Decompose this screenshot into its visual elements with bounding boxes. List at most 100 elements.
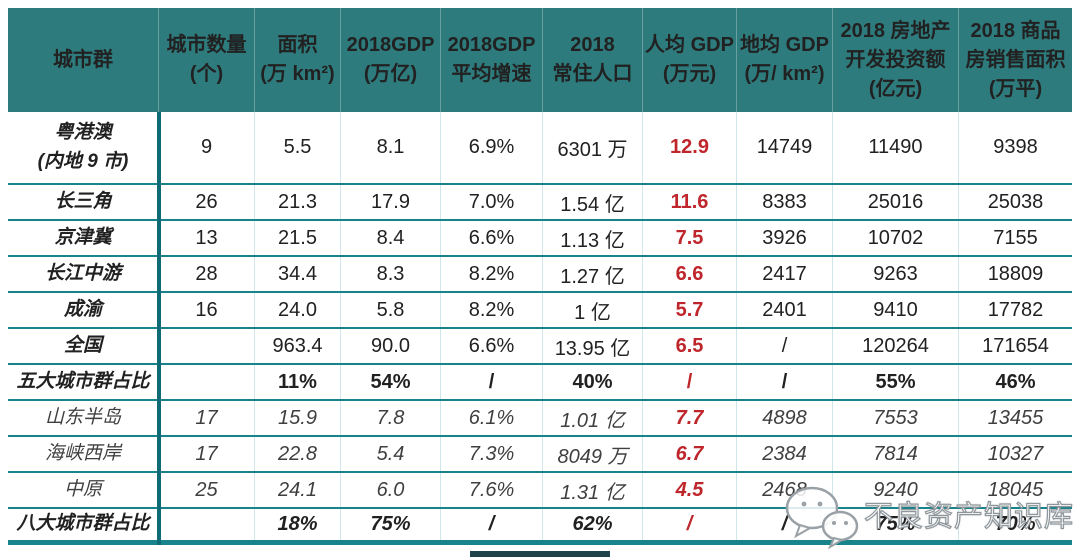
- header-line: (万平): [988, 77, 1043, 100]
- table-cell: 2401: [736, 293, 832, 327]
- table-cell: 22.8: [254, 437, 340, 471]
- table-cell: 9: [158, 112, 254, 183]
- table-cell: /: [736, 329, 832, 363]
- table-cell: 28: [158, 257, 254, 291]
- table-cell: 12.9: [642, 112, 736, 183]
- table-row: 海峡西岸 17 22.8 5.4 7.3% 8049 万 6.7 2384 7814 10327: [8, 437, 1072, 473]
- table-cell: 3926: [736, 221, 832, 255]
- table-row: 八大城市群占比 18% 75%/62% //75% 70%: [8, 509, 1072, 545]
- header-line: 开发投资额: [845, 48, 946, 71]
- table-cell: 8.1: [340, 112, 440, 183]
- table-row: 粤港澳 (内地 9 市) 9 5.5 8.1 6.9% 6301 万 12.9 14749 114…: [8, 112, 1072, 185]
- table-header: 城市群 城市数量 (个) 面积 (万 km²) 2018GDP (万亿) 201…: [8, 8, 1072, 112]
- table-cell: 25038: [958, 185, 1072, 219]
- column-header-population: 2018 常住人口: [542, 8, 642, 112]
- bottom-divider: [470, 551, 610, 557]
- table-cell: 70%: [958, 509, 1072, 540]
- table-row: 京津冀 13 21.5 8.4 6.6% 1.13 亿 7.5 3926 10702 7155: [8, 221, 1072, 257]
- table-cell: 6.7: [642, 437, 736, 471]
- table-cell: 5.4: [340, 437, 440, 471]
- row-name: 海峡西岸: [44, 442, 121, 464]
- table-cell: 6.9%: [440, 112, 542, 183]
- row-name: 成渝: [63, 298, 102, 320]
- table-row: 五大城市群占比 11% 54%/40% //55% 46%: [8, 365, 1072, 401]
- header-line: 2018: [570, 34, 615, 56]
- row-header-cell: 粤港澳 (内地 9 市): [8, 112, 158, 183]
- table-row: 成渝 16 24.0 5.8 8.2% 1 亿 5.7 2401 9410 17782: [8, 293, 1072, 329]
- header-line: (个): [189, 63, 224, 85]
- table-cell: 10702: [832, 221, 958, 255]
- table-cell: /: [440, 509, 542, 540]
- table-cell: [158, 365, 254, 399]
- row-header-cell: 京津冀: [8, 221, 158, 255]
- row-header-cell: 长江中游: [8, 257, 158, 291]
- table-cell: 1 亿: [542, 293, 642, 327]
- table-cell: 5.8: [340, 293, 440, 327]
- table-cell: 4.5: [642, 473, 736, 507]
- table-cell: 5.5: [254, 112, 340, 183]
- row-name: 长江中游: [44, 262, 121, 284]
- header-line: 2018GDP: [346, 34, 435, 56]
- table-cell: 11.6: [642, 185, 736, 219]
- table-cell: 6.5: [642, 329, 736, 363]
- header-line: 常住人口: [552, 63, 633, 85]
- table-row: 全国 963.4 90.0 6.6% 13.95 亿 6.5/120264 171654: [8, 329, 1072, 365]
- header-line: 房销售面积: [965, 48, 1066, 71]
- row-name: 长三角: [54, 190, 112, 212]
- table-cell: 5.7: [642, 293, 736, 327]
- table-cell: 6.1%: [440, 401, 542, 435]
- table-cell: 46%: [958, 365, 1072, 399]
- table-cell: 75%: [340, 509, 440, 540]
- table-cell: /: [440, 365, 542, 399]
- table-cell: 24.1: [254, 473, 340, 507]
- table-cell: 21.3: [254, 185, 340, 219]
- table-cell: 120264: [832, 329, 958, 363]
- header-line: 2018 房地产: [840, 19, 951, 42]
- column-header-gdp-per-area: 地均 GDP (万/ km²): [736, 8, 832, 112]
- table-cell: 9410: [832, 293, 958, 327]
- row-header-cell: 五大城市群占比: [8, 365, 158, 399]
- table-cell: 21.5: [254, 221, 340, 255]
- header-line: (亿元): [868, 77, 923, 100]
- table-cell: 7.5: [642, 221, 736, 255]
- table-cell: 963.4: [254, 329, 340, 363]
- table-cell: 14749: [736, 112, 832, 183]
- table-cell: /: [642, 509, 736, 540]
- table-cell: /: [736, 365, 832, 399]
- table-cell: 7.7: [642, 401, 736, 435]
- row-header-cell: 成渝: [8, 293, 158, 327]
- column-header-cluster: 城市群: [8, 8, 158, 112]
- row-name: 粤港澳: [54, 122, 112, 143]
- table-cell: 6.6: [642, 257, 736, 291]
- table-cell: 2417: [736, 257, 832, 291]
- table-cell: 6.0: [340, 473, 440, 507]
- row-name: 山东半岛: [44, 406, 121, 428]
- table-cell: /: [736, 509, 832, 540]
- row-name-line2: (内地 9 市): [37, 150, 129, 172]
- header-line: 面积: [277, 34, 318, 56]
- table-cell: 8049 万: [542, 437, 642, 471]
- table-cell: 18045: [958, 473, 1072, 507]
- table-cell: 2468: [736, 473, 832, 507]
- table-cell: [158, 329, 254, 363]
- table-cell: 4898: [736, 401, 832, 435]
- city-cluster-table: 城市群 城市数量 (个) 面积 (万 km²) 2018GDP (万亿) 201…: [8, 8, 1072, 545]
- table-cell: 1.01 亿: [542, 401, 642, 435]
- table-cell: 25016: [832, 185, 958, 219]
- row-name: 京津冀: [54, 226, 112, 248]
- table-cell: 1.13 亿: [542, 221, 642, 255]
- table-cell: 9240: [832, 473, 958, 507]
- column-header-housing-sales: 2018 商品 房销售面积 (万平): [958, 8, 1072, 112]
- header-line: (万亿): [363, 63, 418, 85]
- header-line: (万/ km²): [744, 63, 825, 85]
- table-cell: 1.31 亿: [542, 473, 642, 507]
- table-cell: 8383: [736, 185, 832, 219]
- row-header-cell: 长三角: [8, 185, 158, 219]
- table-cell: 17.9: [340, 185, 440, 219]
- table-cell: 16: [158, 293, 254, 327]
- row-header-cell: 海峡西岸: [8, 437, 158, 471]
- table-body: 粤港澳 (内地 9 市) 9 5.5 8.1 6.9% 6301 万 12.9 14749 114…: [8, 112, 1072, 545]
- table-cell: 7.8: [340, 401, 440, 435]
- table-cell: 18%: [254, 509, 340, 540]
- header-line: 2018 商品: [970, 19, 1061, 42]
